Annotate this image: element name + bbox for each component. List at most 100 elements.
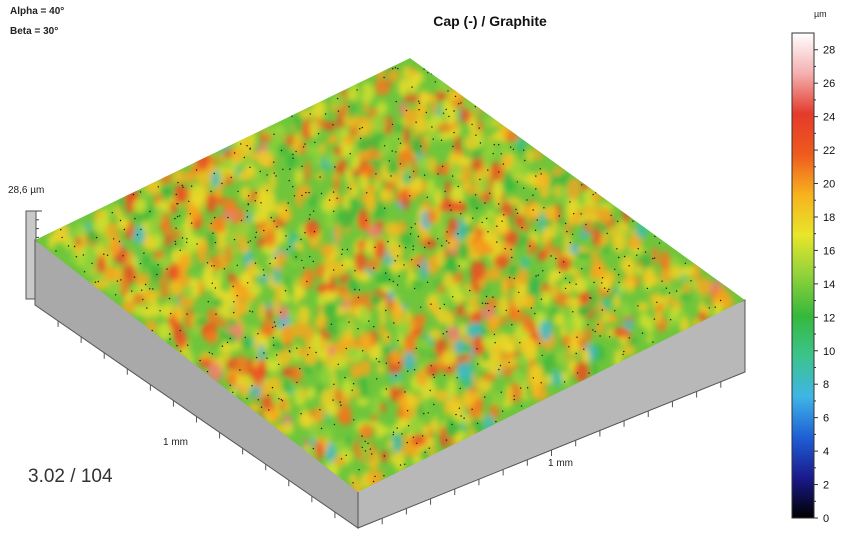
surface-peak: [544, 218, 553, 227]
surface-peak: [322, 427, 334, 441]
surface-speck: [471, 408, 473, 410]
surface-peak: [258, 358, 267, 380]
surface-peak: [343, 135, 354, 147]
surface-peak: [349, 473, 357, 484]
surface-speck: [146, 307, 148, 309]
surface-speck: [442, 333, 444, 335]
colorbar-rect: [791, 32, 815, 519]
surface-peak: [334, 388, 343, 403]
surface-peak: [435, 188, 443, 207]
surface-peak: [345, 436, 352, 446]
surface-speck: [73, 245, 76, 248]
surface-peak: [359, 359, 372, 376]
surface-speck: [418, 109, 420, 111]
surface-speck: [352, 482, 354, 484]
surface-peak: [386, 159, 400, 176]
surface-speck: [233, 311, 235, 314]
surface-speck: [420, 145, 422, 147]
surface-speck: [302, 146, 305, 148]
surface-peak: [458, 365, 468, 377]
surface-speck: [719, 299, 722, 302]
surface-speck: [177, 181, 179, 184]
surface-speck: [500, 153, 502, 155]
surface-peak: [550, 283, 559, 299]
surface-peak: [539, 189, 550, 199]
surface-speck: [523, 149, 525, 151]
surface-peak: [316, 172, 324, 181]
surface-peak: [158, 256, 174, 268]
surface-peak: [537, 250, 550, 262]
surface-peak: [337, 112, 344, 132]
surface-speck: [656, 301, 658, 303]
surface-speck: [459, 387, 461, 390]
surface-peak: [374, 77, 391, 96]
surface-peak: [193, 316, 210, 326]
surface-peak: [427, 156, 437, 175]
surface-speck: [352, 383, 355, 385]
surface-peak: [308, 119, 320, 139]
surface-speck: [284, 290, 287, 292]
surface-peak: [323, 289, 339, 301]
surface-speck: [383, 76, 385, 79]
surface-peak: [683, 276, 698, 287]
surface-peak: [524, 294, 535, 310]
surface-speck: [285, 235, 287, 237]
surface-peak: [491, 391, 503, 407]
surface-speck: [206, 370, 209, 373]
surface-peak: [226, 372, 238, 387]
surface-speck: [446, 231, 448, 233]
surface-peak: [527, 237, 534, 257]
surface-peak: [639, 252, 654, 269]
surface-speck: [445, 108, 447, 111]
surface-peak: [93, 218, 108, 234]
surface-speck: [646, 287, 649, 290]
surface-speck: [430, 303, 432, 305]
surface-speck: [221, 345, 224, 347]
surface-peak: [113, 232, 122, 252]
surface-peak: [342, 143, 352, 159]
surface-peak: [272, 267, 281, 285]
surface-speck: [254, 236, 257, 238]
surface-speck: [287, 202, 289, 204]
surface-speck: [385, 309, 387, 312]
surface-speck: [475, 134, 477, 136]
surface-speck: [247, 241, 249, 243]
surface-peak: [548, 370, 564, 387]
surface-speck: [444, 190, 446, 193]
surface-speck: [580, 213, 582, 215]
surface-peak: [257, 237, 265, 249]
surface-speck: [394, 67, 397, 69]
surface-speck: [618, 281, 620, 283]
surface-peak: [501, 154, 514, 167]
surface-speck: [119, 219, 122, 222]
surface-peak: [505, 232, 520, 246]
surface-peak: [415, 368, 429, 386]
surface-peak: [301, 364, 313, 374]
surface-peak: [377, 363, 385, 375]
surface-speck: [229, 337, 231, 340]
surface-speck: [653, 318, 656, 320]
surface-speck: [540, 382, 542, 384]
colorbar-tick-label: 2: [823, 480, 829, 492]
surface-speck: [143, 252, 145, 254]
surface-peak: [410, 279, 423, 289]
surface-speck: [111, 212, 114, 214]
surface-speck: [433, 403, 435, 406]
surface-peak: [462, 290, 476, 300]
colorbar-tick-label: 18: [823, 212, 835, 224]
surface-speck: [300, 238, 302, 241]
surface-peak: [206, 230, 218, 251]
surface-speck: [236, 295, 238, 297]
surface-peak: [387, 69, 400, 82]
surface-peak: [333, 175, 340, 194]
surface-peak: [446, 378, 457, 400]
surface-speck: [397, 255, 399, 257]
surface-peak: [453, 339, 466, 354]
surface-speck: [487, 231, 489, 233]
surface-speck: [511, 324, 513, 326]
surface-speck: [385, 362, 387, 364]
surface-speck: [133, 276, 136, 278]
surface-peak: [269, 348, 278, 362]
surface-speck: [233, 152, 236, 154]
surface-peak: [361, 304, 368, 322]
